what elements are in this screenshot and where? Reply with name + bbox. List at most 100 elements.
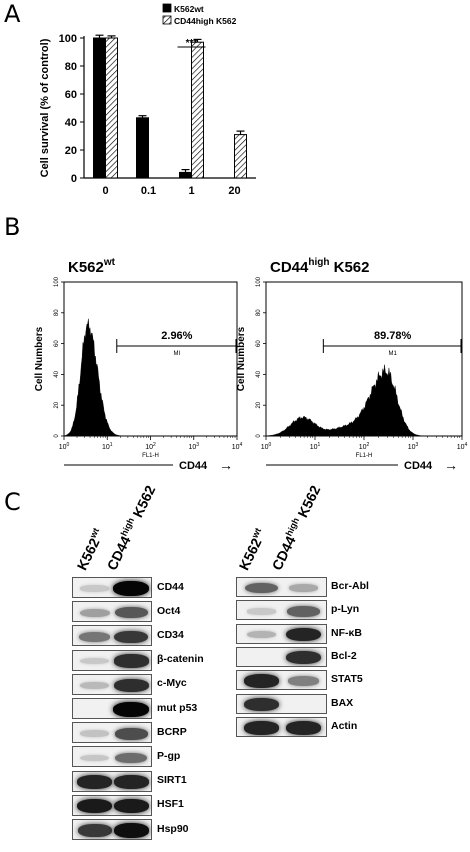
blot-band xyxy=(244,697,279,712)
blot-band xyxy=(80,754,109,762)
blot-label: p-Lyn xyxy=(331,603,360,616)
blot-strip xyxy=(72,794,152,816)
blot-band xyxy=(287,676,320,686)
blot-band xyxy=(245,582,278,594)
blot-strip xyxy=(236,646,327,667)
y-tick-label: 80 xyxy=(256,309,262,316)
lane-header: CD44high K562 xyxy=(268,482,324,573)
y-axis-label: Cell Numbers xyxy=(34,326,45,391)
legend-swatch xyxy=(162,15,172,25)
histogram-area xyxy=(63,318,237,437)
blot-label: Bcl-2 xyxy=(331,649,357,662)
y-tick-label: 60 xyxy=(256,340,262,347)
blot-band xyxy=(287,605,320,617)
blot-strip xyxy=(72,746,152,768)
blot-strip xyxy=(72,698,152,719)
blot-band xyxy=(114,654,149,668)
lane-header: K562wt xyxy=(235,526,265,573)
y-tick-label: 40 xyxy=(65,117,77,129)
x-axis-label: imatinib (μM) xyxy=(136,199,205,200)
y-axis-label: Cell Numbers xyxy=(236,326,247,391)
lane-header: CD44high K562 xyxy=(103,482,159,573)
blot-label: c-Myc xyxy=(157,677,187,690)
y-tick-label: 60 xyxy=(65,89,77,101)
y-tick-label: 40 xyxy=(54,370,60,377)
legend-swatch xyxy=(162,3,172,13)
blot-strip xyxy=(236,600,327,621)
x-tick-label: 102 xyxy=(359,442,370,451)
y-tick-label: 40 xyxy=(256,370,262,377)
axis-caption: CD44 xyxy=(404,460,433,472)
blot-band xyxy=(80,585,109,592)
panel-b-letter: B xyxy=(4,213,21,241)
blot-label: Hsp90 xyxy=(157,822,189,835)
marker-percent: 2.96% xyxy=(161,330,192,342)
blot-strip xyxy=(236,670,327,691)
blot-strip xyxy=(236,716,327,737)
blot-band xyxy=(80,730,109,738)
y-tick-label: 20 xyxy=(65,145,77,157)
x-tick-label: 101 xyxy=(310,442,321,451)
y-tick-label: 100 xyxy=(256,276,262,287)
axis-arrow: → xyxy=(444,457,458,472)
blot-label: Oct4 xyxy=(157,604,181,617)
blot-band xyxy=(113,702,150,717)
blot-band xyxy=(247,608,276,615)
blot-band xyxy=(288,584,319,592)
blot-band xyxy=(114,630,149,644)
blot-band xyxy=(114,727,148,740)
histogram-title: K562wt xyxy=(68,257,116,276)
panel-c-letter: C xyxy=(4,488,21,516)
blot-strip xyxy=(72,649,152,671)
axis-arrow: → xyxy=(219,457,233,472)
blot-label: CD44 xyxy=(157,580,184,593)
y-tick-label: 0 xyxy=(256,434,262,438)
blot-band xyxy=(80,657,109,665)
x-tick-label: 101 xyxy=(102,442,113,451)
blot-band xyxy=(77,799,113,814)
blot-label: STAT5 xyxy=(331,673,363,686)
blot-label: BAX xyxy=(331,696,354,709)
blot-strip xyxy=(72,577,152,598)
blot-label: NF-κB xyxy=(331,626,362,639)
blot-band xyxy=(80,681,110,689)
x-tick-label: 0 xyxy=(102,185,108,197)
blot-band xyxy=(79,608,110,617)
blot-band xyxy=(286,720,321,735)
x-tick-label: 104 xyxy=(457,442,468,451)
y-tick-label: 0 xyxy=(54,434,60,438)
blot-strip xyxy=(72,625,152,647)
blot-band xyxy=(113,823,150,838)
blot-band xyxy=(78,631,111,642)
y-tick-label: 100 xyxy=(54,276,60,287)
blot-band xyxy=(113,799,149,814)
axis-caption: CD44 xyxy=(179,460,208,472)
survival-bar-chart: 0 20 40 60 80 100 Cell survival (% of control)… xyxy=(39,3,256,200)
x-tick-label: 103 xyxy=(188,442,199,451)
x-axis-small-label: FL1-H xyxy=(356,453,373,459)
blot-band xyxy=(114,678,149,692)
marker-percent: 89.78% xyxy=(374,330,412,342)
blot-band xyxy=(114,775,149,789)
x-tick-label: 100 xyxy=(261,442,272,451)
x-tick-label: 1 xyxy=(188,185,194,197)
y-tick-label: 60 xyxy=(54,340,60,347)
significance-stars: *** xyxy=(186,38,198,49)
blot-band xyxy=(246,630,277,639)
x-tick-label: 102 xyxy=(145,442,156,451)
y-tick-label: 20 xyxy=(256,401,262,408)
blot-label: CD34 xyxy=(157,628,184,641)
marker-label: MI xyxy=(174,351,181,357)
blot-label: Bcr-Abl xyxy=(331,580,369,592)
blot-band xyxy=(244,720,279,735)
blot-label: Actin xyxy=(331,719,358,732)
x-tick-label: 103 xyxy=(408,442,419,451)
x-tick-label: 100 xyxy=(59,442,70,451)
lane-header: K562wt xyxy=(73,526,103,573)
blot-strip xyxy=(72,722,152,744)
blot-band xyxy=(286,627,321,642)
blot-band xyxy=(77,775,112,789)
blot-label: P-gp xyxy=(157,749,181,762)
blot-band xyxy=(244,674,279,688)
